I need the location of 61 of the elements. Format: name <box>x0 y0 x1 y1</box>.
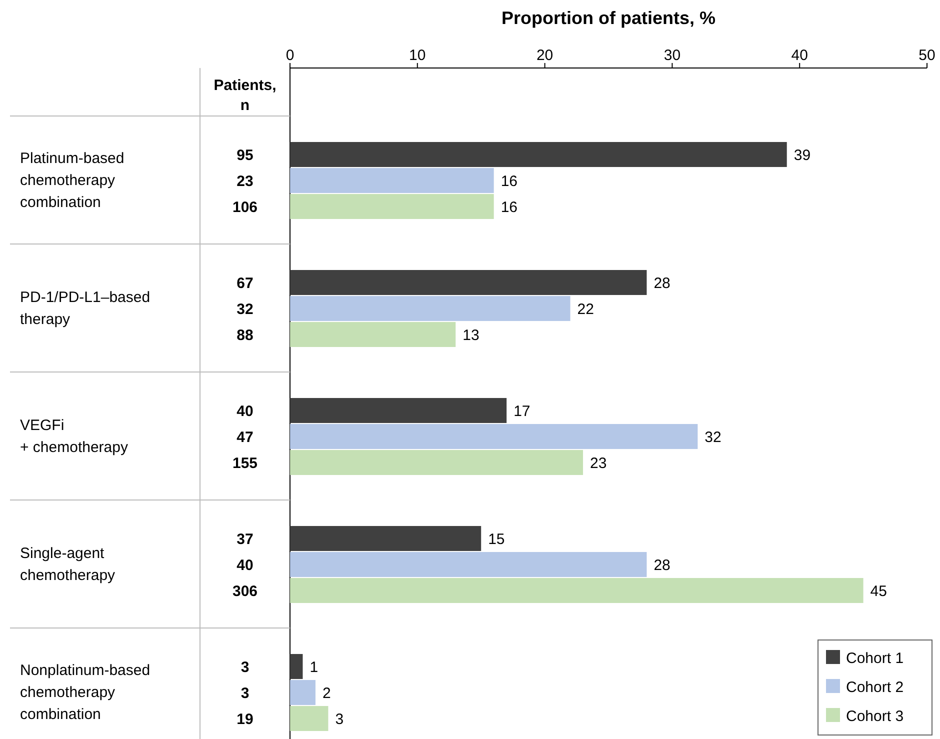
data-label: 45 <box>870 583 887 600</box>
data-label: 3 <box>335 711 344 728</box>
bar <box>290 654 303 679</box>
text: Patients, n <box>214 77 276 114</box>
x2-tick-label: 40 <box>791 47 808 64</box>
legend-label: Cohort 2 <box>846 679 904 696</box>
text: 88 <box>236 327 254 344</box>
bar <box>290 398 507 423</box>
x2-tick-label: 10 <box>409 47 426 64</box>
text: 106 <box>232 199 258 216</box>
legend-label: Cohort 1 <box>846 650 904 667</box>
y-tick-label: VEGFi + chemotherapy <box>20 417 128 456</box>
x2-tick-label: 50 <box>918 47 936 64</box>
data-label: 2 <box>322 685 331 702</box>
text: 3 <box>240 659 250 676</box>
data-label: 32 <box>704 429 722 446</box>
data-label: 23 <box>590 455 607 472</box>
bar <box>290 168 494 193</box>
data-label: 16 <box>500 173 518 190</box>
data-label: 22 <box>577 301 594 318</box>
x2-tick-label: 30 <box>664 47 681 64</box>
x2-tick-label: 20 <box>536 47 554 64</box>
data-label: 28 <box>654 275 670 292</box>
text: 67 <box>236 275 254 292</box>
text: 32 <box>236 301 254 318</box>
legend-label: Cohort 3 <box>846 708 904 725</box>
text: 23 <box>236 173 254 190</box>
y-tick-label: PD-1/PD-L1–based therapy <box>20 289 150 328</box>
bar <box>290 706 328 731</box>
data-label: 16 <box>500 199 518 216</box>
x2-axis-title: Proportion of patients, % <box>502 8 716 28</box>
bar <box>290 680 316 705</box>
text: 155 <box>232 455 258 472</box>
data-label: 13 <box>462 327 480 344</box>
data-label: 15 <box>488 531 505 548</box>
text: 306 <box>232 583 258 600</box>
y-tick-label: Platinum-based chemotherapy combination <box>20 150 124 211</box>
bar <box>290 322 456 347</box>
x2-tick-label: 0 <box>286 47 294 64</box>
text: 40 <box>236 403 254 420</box>
bar <box>290 194 494 219</box>
bar <box>290 270 647 295</box>
text: 19 <box>236 711 254 728</box>
text: 40 <box>236 557 254 574</box>
text: 37 <box>236 531 254 548</box>
y-tick-label: Nonplatinum-based chemotherapy combination <box>20 662 150 723</box>
data-label: 1 <box>310 659 318 676</box>
bar <box>290 142 787 167</box>
bar <box>290 450 584 475</box>
bar <box>290 424 698 449</box>
y-tick-label: Single-agent chemotherapy <box>20 545 116 584</box>
bar <box>290 526 482 551</box>
text: 3 <box>240 685 250 702</box>
text: 47 <box>236 429 254 446</box>
bar <box>290 552 647 577</box>
bar <box>290 578 864 603</box>
data-label: 39 <box>794 147 811 164</box>
bar <box>290 296 570 321</box>
text: 95 <box>236 147 254 164</box>
data-label: 28 <box>654 557 670 574</box>
data-label: 17 <box>514 403 530 420</box>
